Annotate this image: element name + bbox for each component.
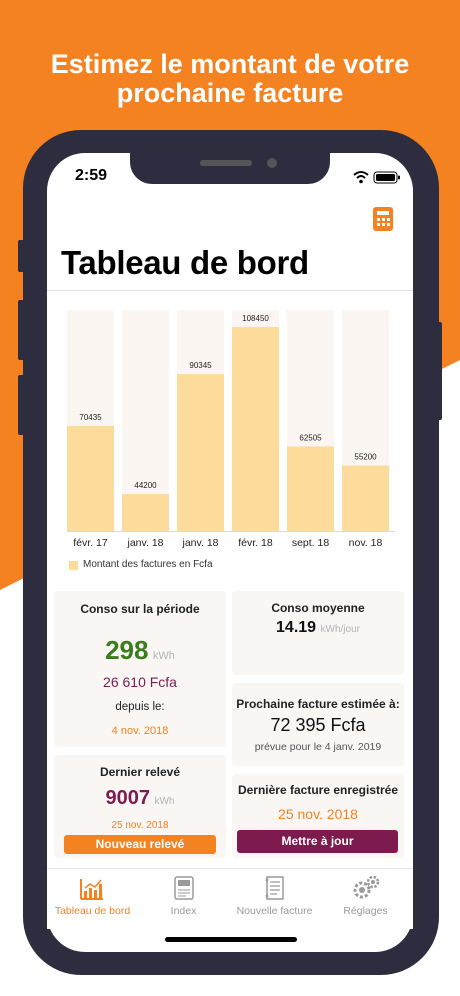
volume-up-button [18,300,24,360]
tab-new-invoice[interactable]: Nouvelle facture [229,869,320,929]
period-since-date: 4 nov. 2018 [111,725,169,737]
meter-icon [174,876,194,900]
chart-category-label: nov. 18 [349,537,383,549]
card-prochaine-facture: Prochaine facture estimée à: 72 395 Fcfa… [232,683,404,766]
period-kwh-value: 298 [105,635,149,665]
volume-down-button [18,375,24,435]
status-time: 2:59 [75,167,108,184]
chart-value-label: 62505 [299,433,322,442]
period-amount: 26 610 Fcfa [103,674,177,690]
average-value: 14.19 [276,619,317,636]
home-indicator [165,937,297,942]
last-reading: 9007 kWh [54,787,226,810]
average-consumption: 14.19 kWh/jour [232,619,404,637]
card-title: Prochaine facture estimée à: [236,697,400,711]
chart-value-label: 108450 [242,314,269,323]
next-invoice-amount: 72 395 Fcfa [270,715,366,735]
chart-category-label: févr. 18 [238,537,273,549]
legend-swatch [69,561,78,570]
next-invoice-date: prévue pour le 4 janv. 2019 [254,741,382,753]
chart-bar [232,327,279,531]
chart-bar [122,494,169,531]
chart-category-label: févr. 17 [73,537,108,549]
status-icons [353,171,400,184]
chart-category-label: janv. 18 [182,537,219,549]
tab-dashboard[interactable]: Tableau de bord [47,869,138,929]
tab-bar: Tableau de bord Index Nouvelle facture R… [47,868,413,929]
chart-value-label: 44200 [134,481,157,490]
speaker-grille [200,160,252,166]
chart-category-label: sept. 18 [292,537,330,549]
marketing-headline: Estimez le montant de votre prochaine fa… [0,50,460,108]
card-conso-periode: Conso sur la période 298 kWh 26 610 Fcfa… [54,591,226,747]
chart-value-label: 90345 [189,361,212,370]
headline-line-2: prochaine facture [116,78,344,108]
phone-notch [130,153,330,184]
chart-bar [67,425,114,531]
headline-line-1: Estimez le montant de votre [50,49,410,79]
update-button[interactable]: Mettre à jour [237,830,398,853]
chart-bar [177,374,224,531]
chart-bar [342,465,389,531]
gears-icon [353,875,380,899]
battery-icon [373,171,400,184]
chart-bar [287,446,334,531]
page-title: Tableau de bord [61,244,309,281]
last-reading-date: 25 nov. 2018 [111,820,169,831]
card-conso-moyenne: Conso moyenne 14.19 kWh/jour [232,591,404,675]
title-divider [47,290,413,291]
mute-switch [18,240,24,272]
last-reading-unit: kWh [154,796,175,807]
chart-category-label: janv. 18 [127,537,164,549]
tab-label: Réglages [343,905,388,917]
last-reading-value: 9007 [105,787,151,809]
last-invoice-date: 25 nov. 2018 [278,806,358,822]
power-button [436,322,442,420]
tab-index[interactable]: Index [138,869,229,929]
card-title: Conso sur la période [80,602,200,616]
tab-label: Nouvelle facture [236,905,313,917]
period-kwh-unit: kWh [152,650,175,662]
chart-value-label: 55200 [354,452,377,461]
period-consumption: 298 kWh [54,635,226,666]
period-since-label: depuis le: [115,701,165,713]
card-title: Dernière facture enregistrée [237,783,399,797]
invoice-icon [265,876,284,900]
chart-legend: Montant des factures en Fcfa [83,559,213,570]
front-camera [267,158,277,168]
card-title: Dernier relevé [99,765,181,779]
card-title: Conso moyenne [271,601,365,615]
invoice-bar-chart: 70435 févr. 17 44200 janv. 18 90345 janv. 18 1… [67,310,395,549]
new-reading-button[interactable]: Nouveau relevé [64,835,216,854]
calculator-icon[interactable] [373,207,393,231]
wifi-icon [353,171,369,184]
tab-settings[interactable]: Réglages [320,869,411,929]
bar-chart-icon [80,879,103,900]
chart-value-label: 70435 [79,413,102,422]
tab-label: Tableau de bord [54,905,131,917]
average-unit: kWh/jour [320,624,360,635]
tab-label: Index [170,905,197,917]
